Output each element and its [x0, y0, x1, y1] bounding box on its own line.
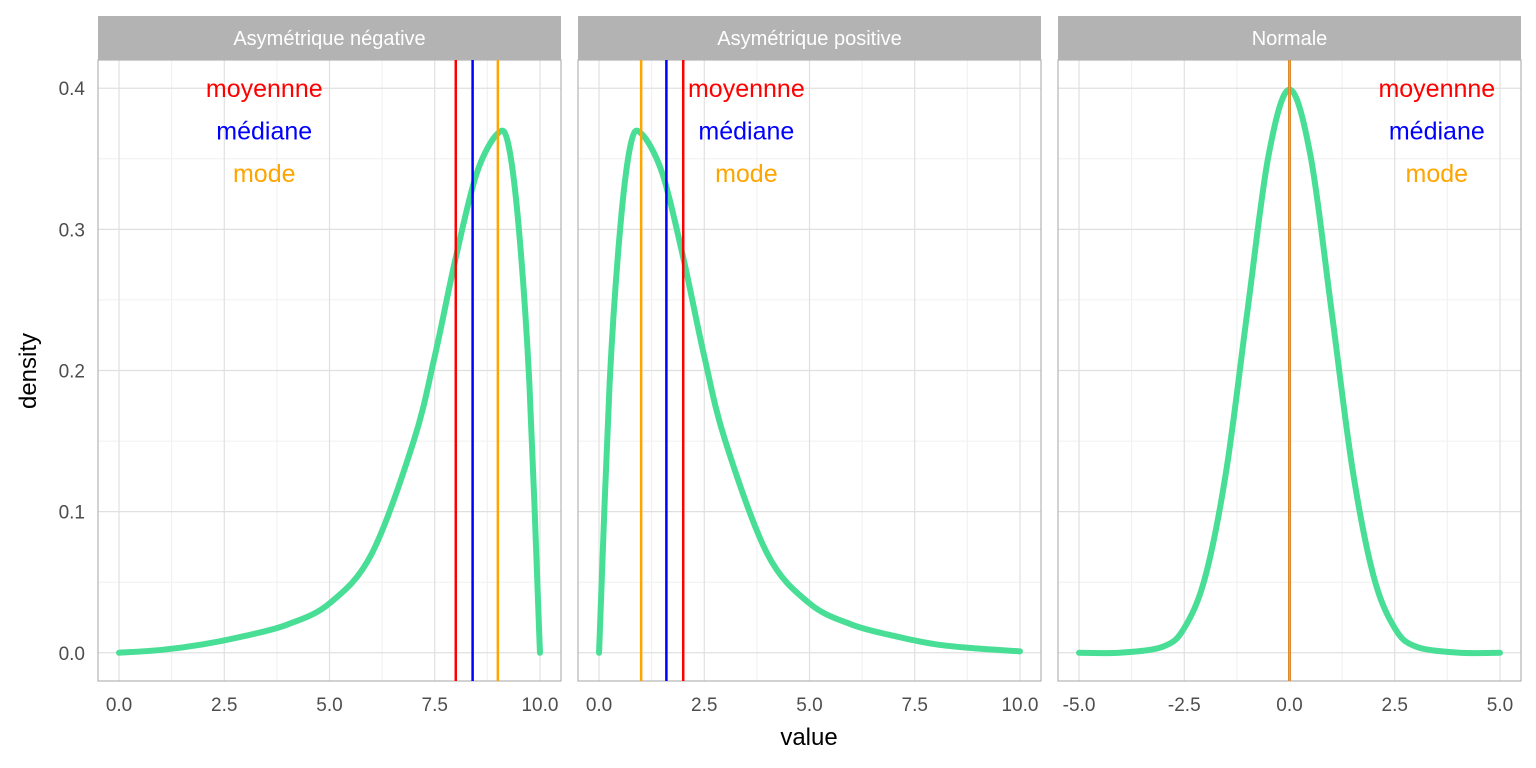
x-tick-label: 5.0: [796, 695, 822, 716]
panel-title: Asymétrique positive: [717, 28, 902, 50]
y-tick-label: 0.2: [59, 362, 85, 383]
panel: Normale -5.0 -2.5 0.0 2.5 5.0 moyennne médiane m…: [1057, 16, 1522, 716]
mediane-label: médiane: [216, 118, 312, 146]
panel-title: Asymétrique négative: [233, 28, 425, 50]
y-tick-label: 0.3: [59, 220, 85, 241]
panel: Asymétrique négative 0.0 2.5 5.0 7.5 10.0 moye…: [97, 16, 562, 716]
y-tick-label: 0.0: [59, 644, 85, 665]
moyenne-label: moyennne: [688, 75, 805, 103]
panels: 0.0 0.1 0.2 0.3 0.4 Asymétrique négative 0.0 2.…: [59, 16, 1522, 716]
mode-label: mode: [1406, 160, 1469, 188]
mediane-label: médiane: [698, 118, 794, 146]
panel: Asymétrique positive 0.0 2.5 5.0 7.5 10.0 moye…: [577, 16, 1042, 716]
mode-label: mode: [715, 160, 778, 188]
x-tick-label: 0.0: [106, 695, 132, 716]
x-axis-title: value: [780, 724, 837, 751]
x-tick-label: 2.5: [211, 695, 237, 716]
mediane-label: médiane: [1389, 118, 1485, 146]
x-tick-label: 5.0: [316, 695, 342, 716]
panel-title: Normale: [1252, 28, 1328, 50]
x-tick-label: 5.0: [1487, 695, 1513, 716]
y-axis-title: density: [15, 333, 42, 409]
density-curve: [596, 127, 1023, 656]
moyenne-label: moyennne: [1378, 75, 1495, 103]
density-curve: [116, 127, 543, 656]
x-tick-label: 0.0: [586, 695, 612, 716]
x-tick-label: 10.0: [1001, 695, 1038, 716]
x-tick-label: 2.5: [691, 695, 717, 716]
x-tick-label: 7.5: [902, 695, 928, 716]
panel-strip: [98, 16, 561, 60]
panel-strip: [1058, 16, 1521, 60]
x-tick-label: -2.5: [1168, 695, 1201, 716]
y-tick-label: 0.1: [59, 503, 85, 524]
panel-border: [577, 59, 1042, 682]
y-tick-label: 0.4: [59, 79, 86, 100]
mode-label: mode: [233, 160, 296, 188]
panel-strip: [578, 16, 1041, 60]
x-tick-label: 0.0: [1276, 695, 1302, 716]
moyenne-label: moyennne: [206, 75, 323, 103]
x-tick-label: 10.0: [521, 695, 558, 716]
x-tick-label: 7.5: [422, 695, 448, 716]
x-tick-label: -5.0: [1063, 695, 1096, 716]
panel-border: [97, 59, 562, 682]
x-tick-label: 2.5: [1382, 695, 1408, 716]
